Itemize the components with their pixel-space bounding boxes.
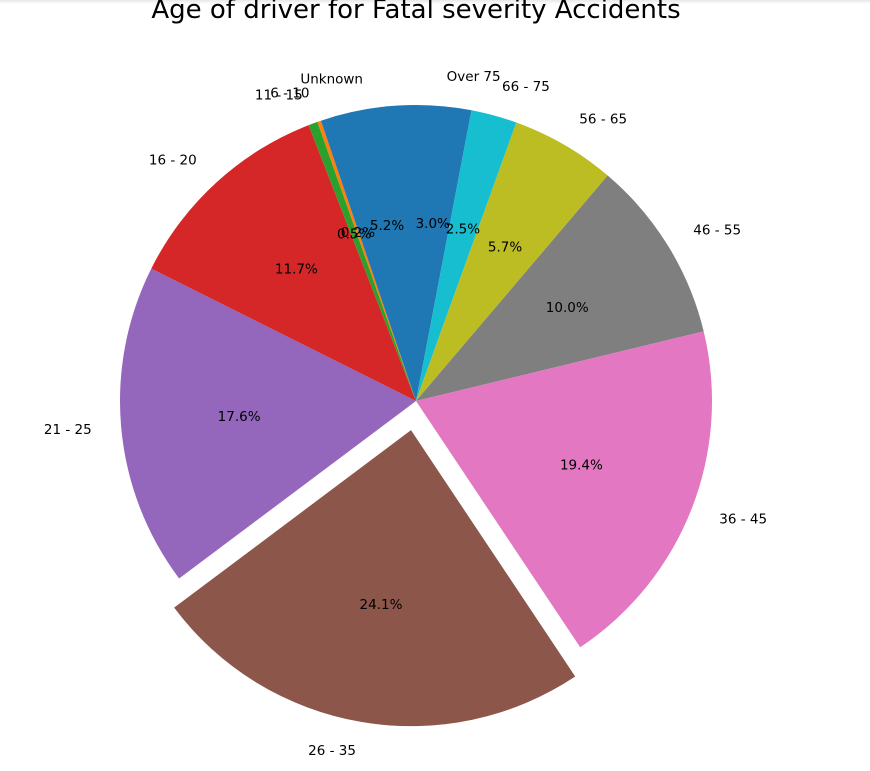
pie-slice-unknown bbox=[320, 105, 416, 401]
pct-label-26-35: 24.1% bbox=[360, 597, 403, 613]
pct-label-over-75: 3.0% bbox=[416, 216, 450, 232]
pie-slice-6-10 bbox=[317, 120, 416, 401]
pct-label-56-65: 5.7% bbox=[488, 239, 522, 255]
pie-slice-21-25 bbox=[120, 268, 416, 579]
chart-title: Age of driver for Fatal severity Acciden… bbox=[151, 0, 681, 25]
category-label-21-25: 21 - 25 bbox=[44, 422, 92, 438]
category-label-over-75: Over 75 bbox=[447, 69, 501, 85]
pct-label-6-10: 0.2% bbox=[341, 225, 375, 241]
pie-slice-26-35 bbox=[174, 430, 576, 727]
pct-label-66-75: 2.5% bbox=[446, 222, 480, 238]
pie-slices bbox=[120, 105, 712, 727]
category-label-16-20: 16 - 20 bbox=[149, 152, 197, 168]
pie-slice-36-45 bbox=[416, 331, 712, 648]
category-label-66-75: 66 - 75 bbox=[502, 79, 550, 95]
pct-label-21-25: 17.6% bbox=[218, 409, 261, 425]
pct-label-16-20: 11.7% bbox=[275, 262, 318, 278]
category-label-56-65: 56 - 65 bbox=[579, 111, 627, 127]
pie-slice-11-15 bbox=[308, 121, 416, 402]
window-top-shadow bbox=[0, 0, 870, 4]
pct-label-46-55: 10.0% bbox=[546, 300, 589, 316]
pie-slice-over-75 bbox=[416, 105, 472, 401]
pct-label-unknown: 5.2% bbox=[370, 218, 404, 234]
category-label-6-10: 6 - 10 bbox=[270, 85, 309, 101]
pie-slice-46-55 bbox=[416, 175, 704, 401]
category-label-unknown: Unknown bbox=[300, 72, 363, 88]
pie-slice-56-65 bbox=[416, 122, 608, 401]
category-label-26-35: 26 - 35 bbox=[308, 743, 356, 759]
pie-slice-16-20 bbox=[151, 125, 416, 401]
category-label-11-15: 11 - 15 bbox=[255, 88, 303, 104]
pct-label-11-15: 0.5% bbox=[337, 226, 371, 242]
pct-label-36-45: 19.4% bbox=[560, 458, 603, 474]
percent-labels: 3.0%2.5% 5.7% 10.0% 19.4% 24.1% 17.6% 11.7% 0.5… bbox=[218, 216, 603, 613]
category-label-46-55: 46 - 55 bbox=[693, 222, 741, 238]
pie-slice-66-75 bbox=[416, 110, 517, 401]
category-label-36-45: 36 - 45 bbox=[719, 512, 767, 528]
